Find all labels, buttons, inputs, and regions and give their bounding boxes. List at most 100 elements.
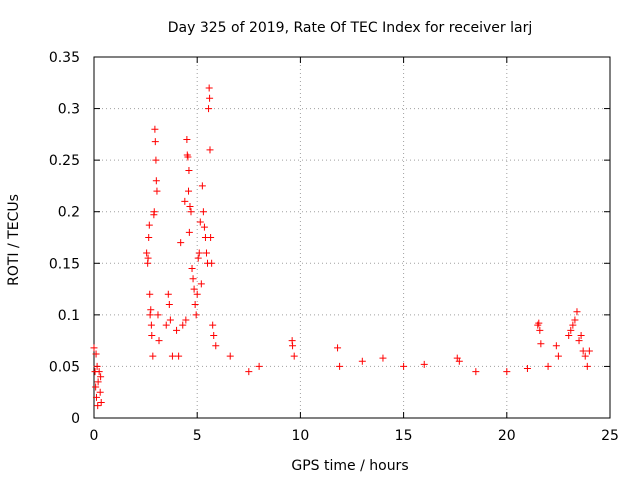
data-point [92, 350, 100, 358]
data-point [152, 156, 160, 164]
x-tick-label: 25 [601, 428, 619, 444]
y-tick-label: 0.15 [49, 256, 80, 272]
data-point [573, 308, 581, 316]
data-point [191, 301, 199, 309]
data-point [175, 352, 183, 360]
x-tick-label: 20 [498, 428, 516, 444]
data-point [544, 362, 552, 370]
data-point [199, 208, 207, 216]
x-tick-label: 5 [193, 428, 202, 444]
data-point [150, 208, 158, 216]
y-tick-label: 0.1 [58, 308, 80, 324]
data-point [206, 146, 214, 154]
data-point [535, 319, 543, 327]
data-point [334, 344, 342, 352]
data-point [205, 105, 213, 113]
data-point [149, 352, 157, 360]
data-point [245, 368, 253, 376]
data-point [92, 383, 100, 391]
data-point [194, 254, 202, 262]
data-point [94, 402, 102, 410]
data-point [202, 249, 210, 257]
data-point [186, 203, 194, 211]
plot-frame [93, 56, 611, 419]
data-point [96, 388, 104, 396]
data-point [181, 197, 189, 205]
data-point [151, 125, 159, 133]
data-point [585, 347, 593, 355]
data-point [92, 393, 100, 401]
y-axis-label: ROTI / TECUs [6, 194, 22, 286]
data-point [472, 368, 480, 376]
data-point [151, 138, 159, 146]
data-point [192, 311, 200, 319]
data-point [575, 337, 583, 345]
data-point [523, 364, 531, 372]
data-point [97, 373, 105, 381]
data-point [565, 331, 573, 339]
data-point [165, 301, 173, 309]
data-point [145, 221, 153, 229]
data-point [200, 223, 208, 231]
data-point [289, 342, 297, 350]
data-point [145, 234, 153, 241]
data-point [97, 399, 105, 407]
data-point [188, 264, 196, 272]
data-point [205, 84, 213, 92]
data-point [208, 259, 216, 267]
data-point [536, 326, 544, 334]
x-axis-label: GPS time / hours [291, 458, 408, 474]
y-tick-label: 0.05 [49, 359, 80, 375]
data-point [148, 331, 156, 339]
data-point [95, 368, 103, 376]
y-tick-label: 0.3 [58, 102, 80, 118]
data-point [155, 337, 163, 345]
data-point [177, 239, 185, 247]
data-point [577, 331, 585, 339]
data-point [154, 311, 162, 319]
data-point [162, 321, 170, 329]
data-point [207, 234, 215, 241]
data-point [196, 218, 204, 226]
data-point [455, 357, 463, 365]
data-point [94, 378, 102, 386]
data-point [579, 347, 587, 355]
data-point [197, 280, 205, 288]
data-point [190, 285, 198, 293]
data-point [185, 187, 193, 195]
data-point [290, 352, 298, 360]
data-point [209, 321, 217, 329]
data-point [153, 187, 161, 195]
data-point [147, 321, 155, 329]
data-point [571, 316, 579, 324]
data-point [164, 290, 172, 298]
data-point [581, 352, 589, 360]
data-point [93, 362, 101, 370]
data-point [255, 362, 263, 370]
data-point [193, 290, 201, 298]
data-point [187, 208, 195, 216]
data-point [336, 362, 344, 370]
data-point [420, 360, 428, 368]
data-point [379, 354, 387, 362]
data-point [400, 362, 408, 370]
data-point [90, 344, 98, 352]
data-point [179, 321, 187, 329]
data-point [212, 342, 220, 350]
y-tick-label: 0.25 [49, 153, 80, 169]
data-point [144, 254, 152, 262]
x-tick-label: 0 [90, 428, 99, 444]
data-point [358, 357, 366, 365]
data-point [185, 166, 193, 174]
data-point [184, 153, 192, 161]
data-point [168, 352, 176, 360]
data-point [182, 316, 190, 324]
x-tick-label: 15 [395, 428, 413, 444]
data-point [143, 249, 151, 257]
data-point [583, 362, 591, 370]
chart-title: Day 325 of 2019, Rate Of TEC Index for r… [168, 20, 533, 36]
data-point [210, 331, 218, 339]
y-tick-label: 0.35 [49, 50, 80, 66]
